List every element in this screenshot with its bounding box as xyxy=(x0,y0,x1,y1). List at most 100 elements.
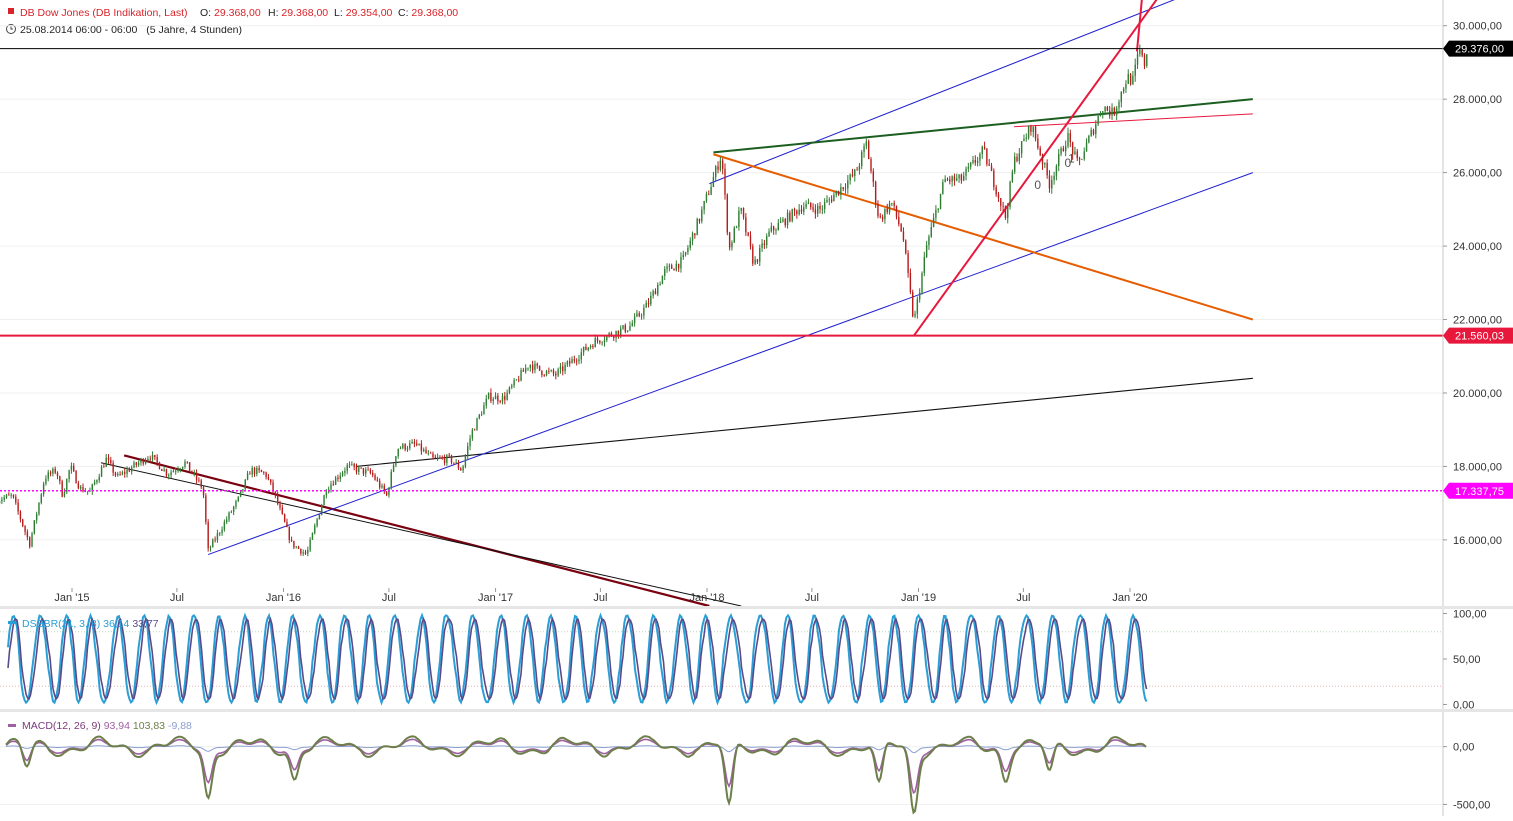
candle-body xyxy=(778,223,779,230)
candle-body xyxy=(935,210,936,218)
candle-body xyxy=(696,219,697,235)
candle-body xyxy=(546,371,547,375)
candle-body xyxy=(509,387,510,393)
candle-body xyxy=(305,552,306,553)
macd-y-axis: 0,00-500,00 xyxy=(1443,712,1490,816)
candle-body xyxy=(495,396,496,399)
candle-body xyxy=(233,507,234,512)
candle-body xyxy=(1107,107,1108,111)
candle-body xyxy=(296,547,297,548)
candle-body xyxy=(1005,206,1006,217)
candle-body xyxy=(562,366,563,371)
candle-body xyxy=(432,454,433,458)
candle-body xyxy=(893,203,894,206)
trendline-pink-flat[interactable] xyxy=(1014,114,1253,127)
candle-body xyxy=(129,470,130,472)
candle-body xyxy=(833,195,834,201)
candle-body xyxy=(968,167,969,169)
candle-body xyxy=(10,495,11,496)
candle-body xyxy=(1044,163,1045,164)
candle-body xyxy=(1053,176,1054,180)
candle-body xyxy=(1002,206,1003,207)
candle-body xyxy=(458,462,459,468)
candle-body xyxy=(1093,130,1094,134)
candle-body xyxy=(1102,111,1103,115)
candle-body xyxy=(400,448,401,449)
candle-body xyxy=(926,245,927,257)
candle-body xyxy=(1060,148,1061,154)
macd-tick-label: 0,00 xyxy=(1453,742,1474,754)
time-tick-label: Jul xyxy=(593,592,607,604)
candle-body xyxy=(499,401,500,402)
trendline-blue-low[interactable] xyxy=(208,173,1253,555)
candle-body xyxy=(1116,108,1117,115)
time-tick-label: Jan '15 xyxy=(54,592,89,604)
chart-header: DB Dow Jones (DB Indikation, Last) O: 29… xyxy=(7,7,459,36)
candle-body xyxy=(446,455,447,463)
candle-body xyxy=(180,469,181,470)
candle-body xyxy=(1111,108,1112,116)
candle-body xyxy=(1042,155,1043,164)
candle-body xyxy=(214,540,215,541)
candle-body xyxy=(993,171,994,187)
candle-body xyxy=(745,217,746,232)
candle-body xyxy=(840,187,841,195)
candle-body xyxy=(150,459,151,460)
candle-body xyxy=(159,462,160,469)
candle-body xyxy=(731,242,732,247)
candle-body xyxy=(764,244,765,245)
candle-body xyxy=(710,187,711,195)
candle-body xyxy=(530,365,531,368)
candle-body xyxy=(1039,148,1040,155)
candle-body xyxy=(634,316,635,323)
candle-body xyxy=(277,495,278,504)
candle-body xyxy=(866,141,867,146)
price-tick-label: 16.000,00 xyxy=(1453,535,1502,547)
candle-body xyxy=(831,199,832,201)
candle-body xyxy=(184,462,185,467)
candle-body xyxy=(38,503,39,514)
candle-body xyxy=(1037,139,1038,148)
candle-body xyxy=(407,448,408,449)
candle-body xyxy=(293,541,294,547)
price-tick-label: 24.000,00 xyxy=(1453,241,1502,253)
candle-body xyxy=(29,537,30,546)
trendline-red-steep[interactable] xyxy=(914,0,1159,336)
candle-body xyxy=(703,201,704,210)
candle-body xyxy=(337,478,338,479)
trendline-blue-up[interactable] xyxy=(709,0,1182,184)
candle-body xyxy=(571,359,572,363)
candle-body xyxy=(101,467,102,477)
candle-body xyxy=(954,176,955,180)
trendline-green[interactable] xyxy=(713,99,1252,152)
candle-body xyxy=(1049,175,1050,188)
candle-body xyxy=(1132,76,1133,85)
candle-body xyxy=(1056,166,1057,176)
panel-separator[interactable] xyxy=(0,709,1513,712)
candle-body xyxy=(713,177,714,187)
macd-name: MACD(12, 26, 9) xyxy=(22,720,101,732)
candle-body xyxy=(1033,127,1034,132)
panel-separator[interactable] xyxy=(0,606,1513,609)
candle-body xyxy=(439,457,440,458)
candle-body xyxy=(652,291,653,296)
trendline-black-down[interactable] xyxy=(101,463,741,606)
candle-body xyxy=(599,341,600,343)
candle-body xyxy=(99,477,100,480)
trendline-orange[interactable] xyxy=(713,154,1252,319)
candle-body xyxy=(1065,146,1066,151)
candle-body xyxy=(138,463,139,465)
candle-body xyxy=(20,511,21,519)
ohlc-high-label: H: xyxy=(268,7,279,19)
candle-body xyxy=(673,269,674,271)
candle-body xyxy=(836,191,837,195)
candle-body xyxy=(145,461,146,464)
candle-body xyxy=(1090,130,1091,136)
candle-body xyxy=(8,495,9,496)
candle-body xyxy=(1051,180,1052,188)
candle-body xyxy=(344,471,345,473)
candle-body xyxy=(516,380,517,381)
dssbr-lines xyxy=(8,615,1147,702)
candle-body xyxy=(6,495,7,498)
candle-body xyxy=(951,176,952,181)
